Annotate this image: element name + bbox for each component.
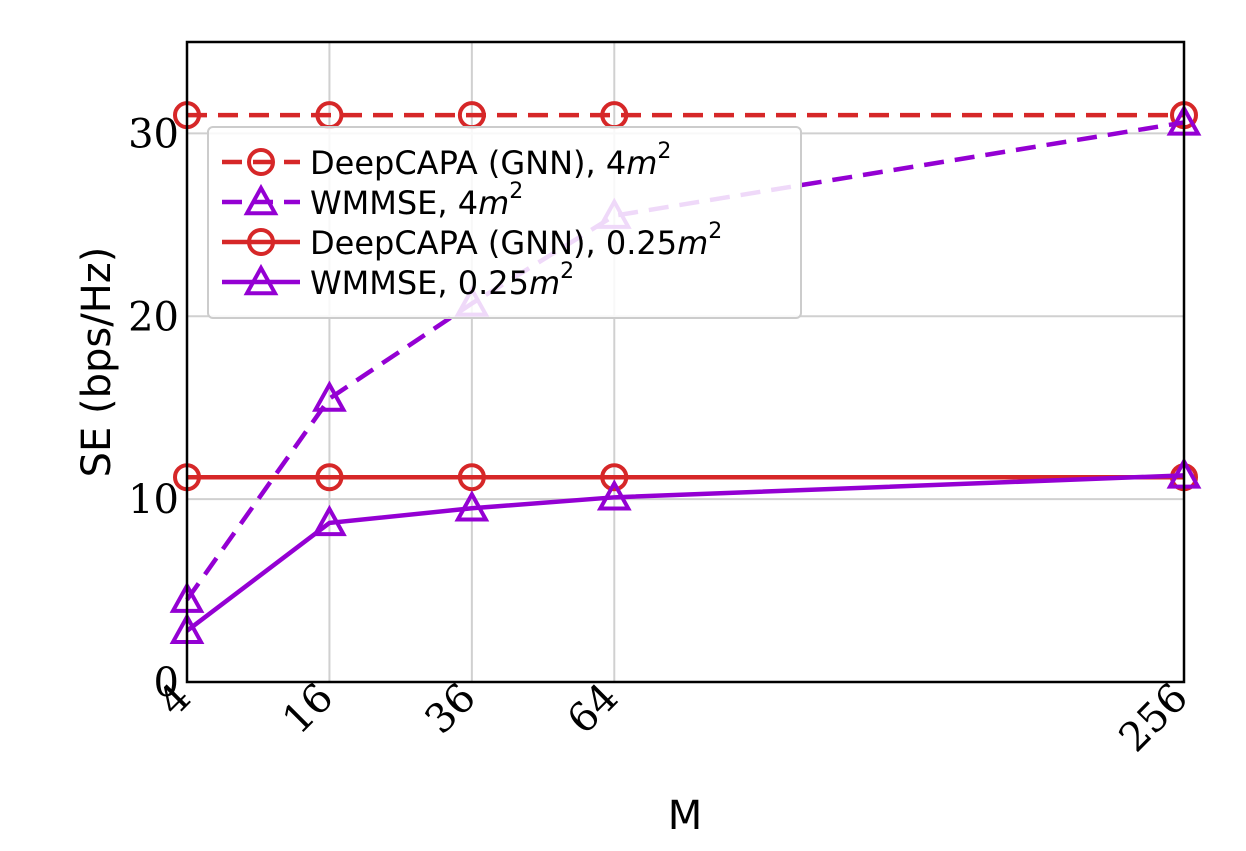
marker-triangle [312,380,347,412]
marker-triangle [596,479,632,511]
legend-label-unit: m [529,264,560,302]
marker-triangle [312,504,347,537]
marker-triangle [454,490,490,522]
marker-triangle [243,263,279,296]
y-tick-label: 0 [154,660,179,706]
legend-entry: WMMSE, 4m2 [222,179,523,222]
y-axis-title: SE (bps/Hz) [74,247,120,478]
x-axis-title: M [668,793,703,839]
y-tick-label: 20 [128,294,179,340]
legend-label-text: DeepCAPA (GNN), 0.25 [310,224,677,262]
y-tick-label: 30 [128,111,179,157]
legend-label: WMMSE, 4m2 [310,179,523,222]
legend-label: WMMSE, 0.25m2 [310,259,574,302]
plot-frame [185,40,1186,684]
y-axis-ticks: 0 10 20 30 [128,111,179,706]
legend-label-exponent: 2 [657,139,671,164]
series-line [185,473,1185,633]
legend-label: DeepCAPA (GNN), 0.25m2 [310,219,722,262]
legend-label-unit: m [626,144,657,182]
legend-label-text: WMMSE, 4 [310,184,478,222]
legend-label-text: WMMSE, 0.25 [310,264,529,302]
marker-triangle [243,183,279,216]
legend-label-unit: m [478,184,509,222]
legend-label-unit: m [677,224,708,262]
marker-circle [457,463,486,492]
marker-circle [247,148,275,176]
marker-circle [600,463,629,492]
marker-circle [247,228,275,256]
legend-label-text: DeepCAPA (GNN), 4 [310,144,626,182]
y-tick-label: 10 [128,477,179,523]
legend-label: DeepCAPA (GNN), 4m2 [310,139,671,182]
legend-entry: DeepCAPA (GNN), 4m2 [222,139,671,182]
legend-label-exponent: 2 [560,259,574,284]
legend-label-exponent: 2 [509,179,523,204]
marker-circle [315,463,344,492]
legend-entry: WMMSE, 0.25m2 [222,259,574,302]
legend-entry: DeepCAPA (GNN), 0.25m2 [222,219,722,262]
legend-label-exponent: 2 [708,219,722,244]
legend-box [207,126,802,319]
series-4 [169,457,1202,644]
